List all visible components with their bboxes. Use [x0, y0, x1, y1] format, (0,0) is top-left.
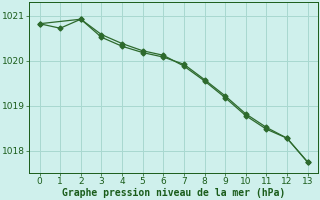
X-axis label: Graphe pression niveau de la mer (hPa): Graphe pression niveau de la mer (hPa) — [62, 188, 285, 198]
